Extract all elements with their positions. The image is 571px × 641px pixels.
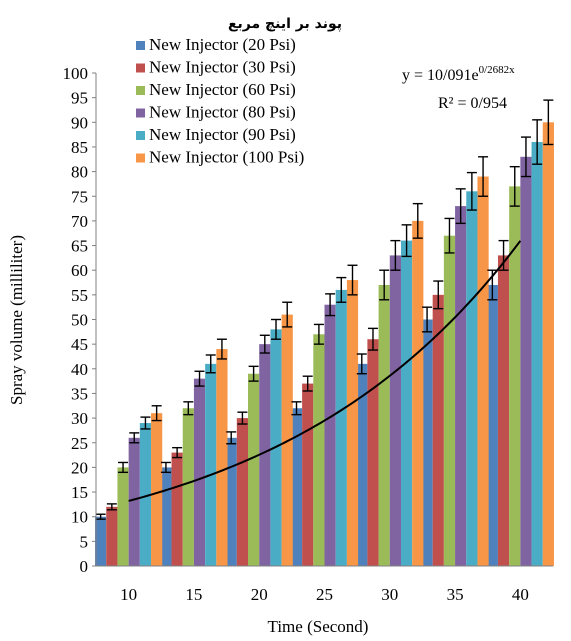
legend-label: New Injector (60 Psi) <box>149 80 296 99</box>
x-tick-label: 25 <box>316 585 333 604</box>
x-tick-label: 20 <box>251 585 268 604</box>
y-tick-label: 100 <box>63 64 89 83</box>
y-tick-label: 10 <box>71 508 88 527</box>
legend-swatch <box>136 131 145 140</box>
y-tick-label: 25 <box>71 434 88 453</box>
legend-label: New Injector (20 Psi) <box>149 35 296 54</box>
y-tick-label: 70 <box>71 212 88 231</box>
bar <box>248 373 260 566</box>
bar <box>106 506 118 566</box>
bar <box>182 408 194 566</box>
bar <box>400 240 413 566</box>
y-tick-label: 0 <box>80 557 89 576</box>
x-tick-label: 40 <box>512 585 529 604</box>
legend-label: New Injector (90 Psi) <box>149 125 296 144</box>
legend-swatch <box>136 63 145 73</box>
bar <box>171 452 183 566</box>
bar <box>259 344 271 566</box>
bar <box>389 255 401 566</box>
bar <box>421 319 433 566</box>
bar <box>193 378 206 566</box>
bar <box>412 220 424 566</box>
legend-swatch <box>136 41 145 50</box>
bar <box>356 363 368 566</box>
trendline-equation-exponent: 0/2682x <box>479 64 516 76</box>
bar <box>378 284 390 566</box>
y-tick-label: 50 <box>71 311 88 330</box>
trendline-r2: R² = 0/954 <box>438 95 507 112</box>
bar <box>520 156 532 566</box>
bars <box>95 122 554 567</box>
legend-label: New Injector (80 Psi) <box>149 103 296 122</box>
bar <box>477 176 489 566</box>
y-tick-label: 20 <box>71 458 88 477</box>
bar <box>313 334 325 566</box>
y-tick-label: 55 <box>71 286 88 305</box>
y-tick-label: 30 <box>71 409 88 428</box>
bar <box>95 516 107 566</box>
bar <box>455 206 467 567</box>
bar <box>531 142 543 566</box>
bar <box>542 122 554 567</box>
x-axis-label: Time (Second) <box>268 617 369 636</box>
legend-label: New Injector (30 Psi) <box>149 58 296 77</box>
bar <box>466 191 478 566</box>
x-tick-label: 35 <box>447 585 464 604</box>
bar <box>432 294 444 566</box>
bar <box>236 418 249 566</box>
chart-title: پوند بر اینچ مربع <box>228 16 342 32</box>
bar <box>324 304 336 566</box>
y-tick-label: 40 <box>71 360 88 379</box>
trendline-equation-base: y = 10/091e <box>402 67 479 84</box>
legend: New Injector (20 Psi) New Injector (30 Ps… <box>136 35 304 167</box>
bar <box>216 349 228 566</box>
bar <box>225 437 237 566</box>
y-tick-label: 85 <box>71 138 88 157</box>
x-axis-ticks: 10 15 20 25 30 35 40 <box>120 585 529 604</box>
bar <box>160 467 172 566</box>
bar <box>335 289 347 566</box>
legend-label: New Injector (100 Psi) <box>149 148 304 167</box>
x-tick-label: 10 <box>120 585 137 604</box>
y-axis-ticks: 0 5 10 15 20 25 30 35 40 45 50 55 60 65 70 75 80 85 90 95 10… <box>63 64 96 576</box>
y-tick-label: 75 <box>71 187 88 206</box>
bar <box>151 413 163 566</box>
error-bars <box>95 99 554 520</box>
y-tick-label: 35 <box>71 384 88 403</box>
trendline <box>128 240 522 502</box>
bar <box>367 339 379 566</box>
bar <box>128 437 140 566</box>
legend-swatch <box>136 153 145 163</box>
y-tick-label: 5 <box>80 532 89 551</box>
bar <box>346 280 359 566</box>
x-tick-label: 30 <box>381 585 398 604</box>
y-tick-label: 15 <box>71 483 88 502</box>
y-tick-label: 60 <box>71 261 88 280</box>
bar <box>139 423 152 566</box>
bar <box>117 467 129 566</box>
y-tick-label: 45 <box>71 335 88 354</box>
bar <box>486 284 498 566</box>
bar <box>302 383 314 566</box>
legend-swatch <box>136 86 145 95</box>
y-axis-label: Spray volume (milliliter) <box>7 235 26 405</box>
bar <box>290 408 303 566</box>
legend-swatch <box>136 108 145 118</box>
bar <box>443 235 456 566</box>
y-tick-label: 95 <box>71 89 88 108</box>
bar <box>497 255 510 566</box>
y-tick-label: 90 <box>71 113 88 132</box>
trendline-equation: y = 10/091e0/2682x <box>402 64 515 84</box>
y-tick-label: 65 <box>71 237 88 256</box>
bar <box>205 363 217 566</box>
bar <box>509 186 521 566</box>
y-tick-label: 80 <box>71 163 88 182</box>
x-tick-label: 15 <box>185 585 202 604</box>
